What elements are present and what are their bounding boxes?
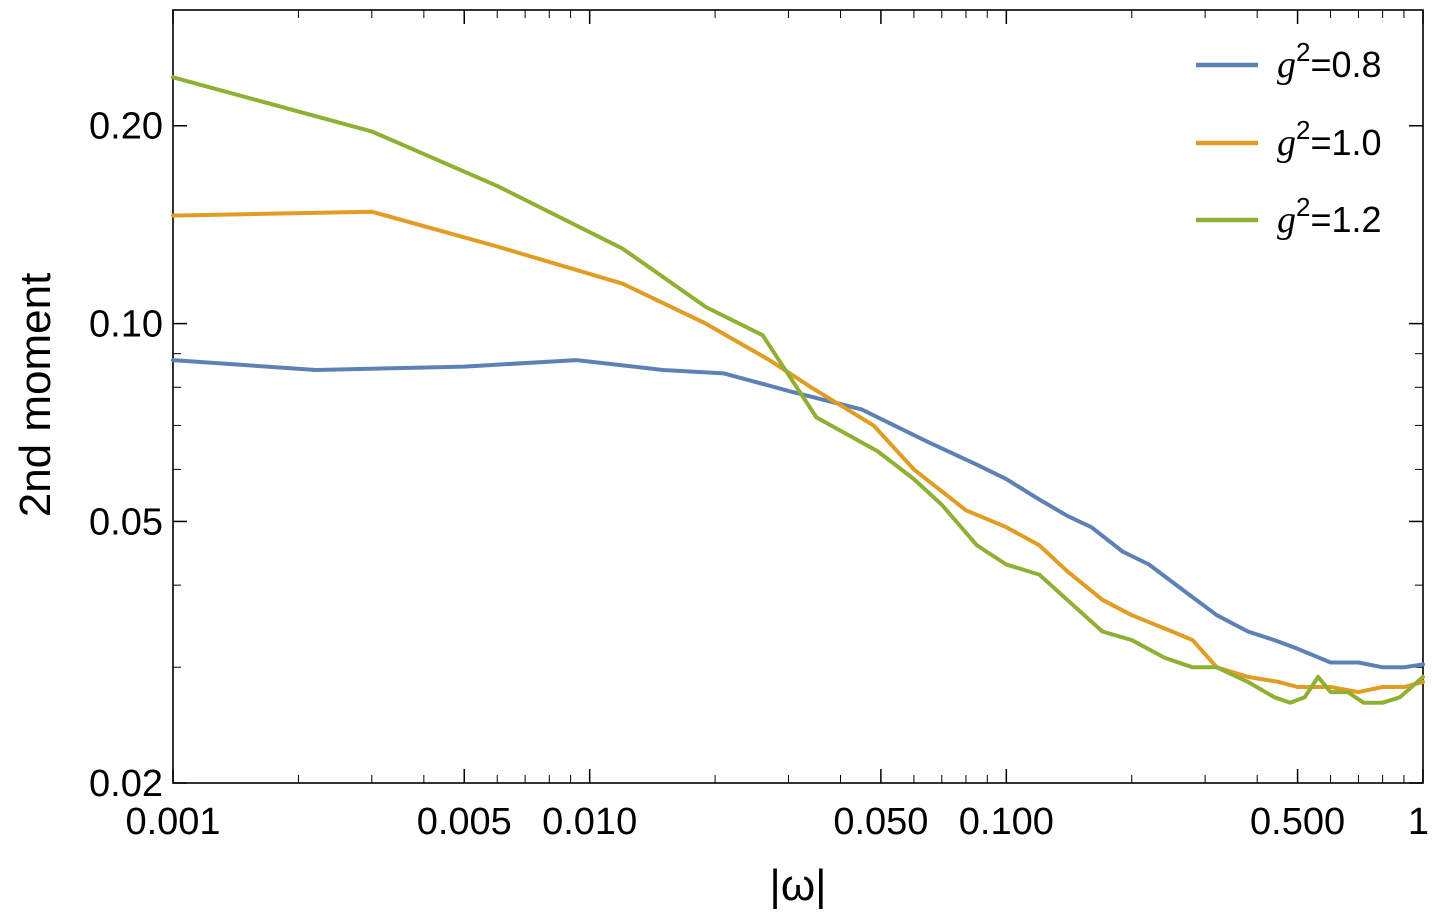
- x-tick-label: 0.001: [125, 801, 220, 843]
- y-tick-label: 0.02: [89, 763, 163, 805]
- y-tick-label: 0.05: [89, 501, 163, 543]
- x-axis-ticks: 0.001 0.005 0.010 0.050 0.100 0.500 1: [125, 10, 1429, 843]
- legend-label: g2=1.0: [1277, 115, 1382, 164]
- legend-label: g2=0.8: [1277, 37, 1382, 86]
- plot-frame: [172, 9, 1424, 784]
- x-axis-label: |ω|: [769, 861, 826, 910]
- series-line: [171, 75, 1425, 705]
- x-tick-label: 0.005: [417, 801, 512, 843]
- legend-label: g2=1.2: [1277, 192, 1382, 241]
- x-tick-label: 0.500: [1250, 801, 1345, 843]
- minor-ticks: [172, 10, 1423, 784]
- y-tick-label: 0.10: [89, 304, 163, 346]
- x-tick-label: 1: [1408, 801, 1429, 843]
- y-tick-label: 0.20: [89, 106, 163, 148]
- y-axis-label: 2nd moment: [11, 273, 60, 518]
- series-line: [171, 358, 1425, 670]
- x-tick-label: 0.010: [542, 801, 637, 843]
- y-axis-ticks: 0.02 0.05 0.10 0.20: [89, 106, 1423, 805]
- x-tick-label: 0.050: [833, 801, 928, 843]
- x-tick-label: 0.100: [959, 801, 1054, 843]
- legend: g2=0.8 g2=1.0 g2=1.2: [1196, 37, 1382, 241]
- series-line: [171, 209, 1425, 695]
- series-lines: [171, 75, 1425, 705]
